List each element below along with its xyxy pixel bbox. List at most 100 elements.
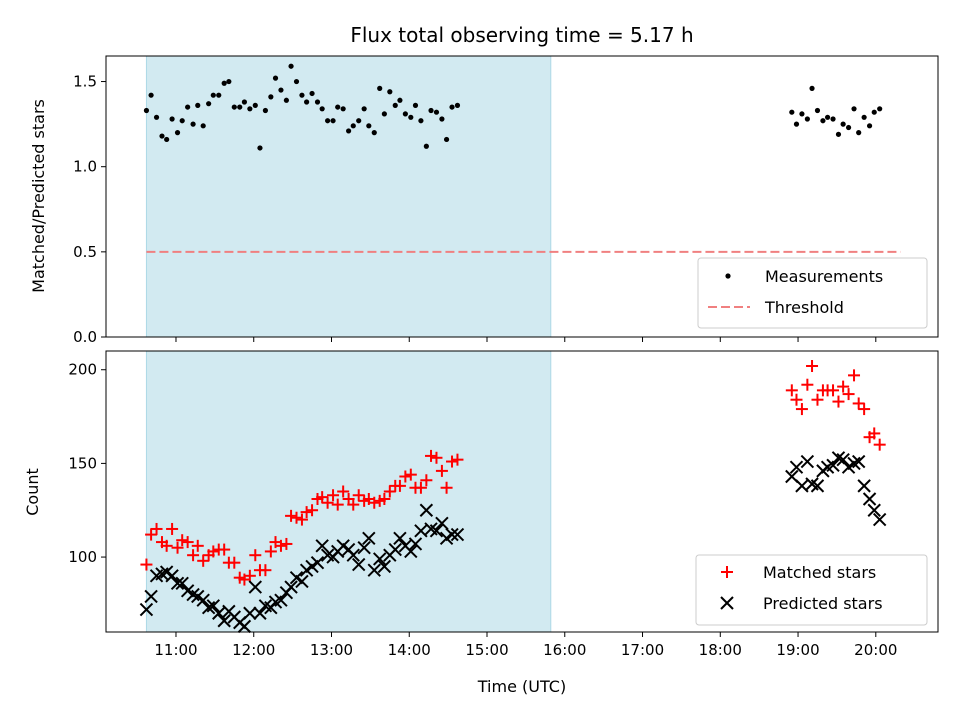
predicted-stars-point xyxy=(315,539,329,553)
measurements-point xyxy=(169,116,175,122)
measurements-point xyxy=(304,99,310,105)
measurements-point xyxy=(314,99,321,105)
bottom-legend: Matched stars Predicted stars xyxy=(695,554,928,626)
measurements-point xyxy=(443,136,450,143)
measurements-point xyxy=(387,89,393,95)
measurements-point xyxy=(262,107,269,114)
measurements-point xyxy=(871,109,877,115)
x-tick-label: 11:00 xyxy=(154,641,197,659)
measurements-point xyxy=(195,102,201,108)
measurements-point xyxy=(346,128,352,134)
bottom-y-axis-label: Count xyxy=(23,468,42,516)
matched-stars-point xyxy=(827,384,840,397)
measurements-point xyxy=(356,118,362,124)
threshold-legend-label: Threshold xyxy=(764,298,844,317)
measurements-point xyxy=(319,106,325,112)
bottom-panel-marks xyxy=(139,359,887,634)
predicted-stars-point xyxy=(372,552,387,566)
measurements-point xyxy=(408,114,414,120)
predicted-stars-point xyxy=(445,527,459,542)
matched-stars-point xyxy=(425,449,438,462)
measurements-point xyxy=(325,118,331,124)
predicted-stars-point xyxy=(836,452,850,467)
measurements-point xyxy=(272,75,279,81)
measurements-point xyxy=(283,97,289,103)
matched-stars-point xyxy=(274,539,287,552)
measurements-point xyxy=(350,123,356,129)
matched-stars-point xyxy=(285,509,298,522)
measurements-point xyxy=(309,90,315,97)
measurements-legend-marker xyxy=(725,273,731,279)
matched-stars-point xyxy=(440,481,453,494)
matched-stars-point xyxy=(243,569,256,582)
measurements-point xyxy=(299,92,305,98)
observing-window-shade-top xyxy=(145,55,552,338)
matched-stars-point xyxy=(420,474,433,487)
predicted-stars-point xyxy=(253,606,267,620)
top-y-axis-label: Matched/Predicted stars xyxy=(29,99,48,293)
predicted-stars-point xyxy=(144,589,158,604)
bottom-y-tick-label: 100 xyxy=(68,548,97,566)
bottom-y-tick-label: 200 xyxy=(68,361,97,379)
measurements-point xyxy=(830,116,836,122)
predicted-stars-point xyxy=(867,503,881,517)
measurements-point xyxy=(866,123,873,129)
measurements-point xyxy=(159,133,165,139)
matched-stars-point xyxy=(873,438,886,451)
predicted-stars-point xyxy=(139,602,154,617)
chart-title: Flux total observing time = 5.17 h xyxy=(350,23,693,47)
x-tick-label: 17:00 xyxy=(621,641,664,659)
matched-stars-point xyxy=(187,549,200,562)
measurements-point xyxy=(241,99,248,105)
matched-stars-point xyxy=(171,541,184,554)
matched-stars-point xyxy=(347,498,360,511)
measurements-point xyxy=(439,116,445,122)
predicted-stars-point xyxy=(862,492,877,506)
measurements-point xyxy=(148,92,154,98)
matched-stars-point xyxy=(446,455,459,468)
matched-stars-point xyxy=(837,380,850,393)
predicted-stars-point xyxy=(388,542,402,557)
matched-stars-point xyxy=(316,491,329,504)
matched-stars-point xyxy=(280,537,293,550)
measurements-point xyxy=(143,107,150,114)
measurements-point xyxy=(814,107,821,114)
matched-stars-point xyxy=(414,481,427,494)
matched-stars-point xyxy=(393,479,406,492)
matched-stars-point xyxy=(150,522,163,535)
predicted-stars-point xyxy=(310,555,325,570)
top-panel: 0.0 0.5 1.0 1.5 Matched/Predicted stars Mea… xyxy=(29,55,939,346)
matched-stars-point xyxy=(790,393,803,406)
matched-stars-point xyxy=(331,498,344,511)
top-legend: Measurements Threshold xyxy=(697,257,928,329)
matched-stars-point xyxy=(785,384,798,397)
measurements-point xyxy=(278,87,284,93)
measurements-point xyxy=(454,102,461,108)
predicted-stars-point xyxy=(826,458,840,472)
measurements-point xyxy=(402,111,408,117)
predicted-stars-point xyxy=(248,580,263,594)
predicted-stars-legend-marker xyxy=(720,596,734,610)
predicted-stars-point xyxy=(295,574,309,589)
measurements-point xyxy=(268,94,274,100)
predicted-stars-point xyxy=(419,503,434,517)
measurements-point xyxy=(221,80,227,86)
measurements-point xyxy=(789,109,795,115)
measurements-point xyxy=(288,63,294,69)
measurements-point xyxy=(216,92,222,98)
measurements-point xyxy=(377,85,383,91)
matched-stars-point xyxy=(399,470,412,483)
predicted-stars-point xyxy=(404,544,418,559)
matched-stars-point xyxy=(848,369,861,382)
bottom-panel-frame xyxy=(105,350,939,633)
x-tick-label: 12:00 xyxy=(232,641,275,659)
measurements-point xyxy=(835,131,842,137)
x-tick-label: 15:00 xyxy=(465,641,508,659)
measurements-point xyxy=(340,106,346,112)
measurements-point xyxy=(185,104,191,110)
bottom-panel-ticks: 100 150 200 11:00 12:00 13:00 14:00 15:00 16:00 1… xyxy=(68,361,897,659)
measurements-point xyxy=(799,111,805,117)
matched-stars-point xyxy=(811,393,824,406)
predicted-stars-point xyxy=(435,516,449,531)
